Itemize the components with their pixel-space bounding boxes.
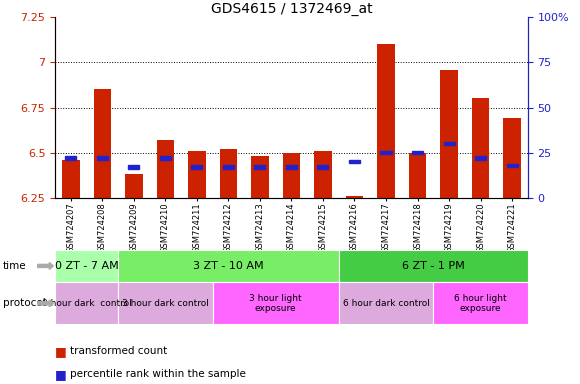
Bar <box>191 166 202 169</box>
Text: 3 ZT - 10 AM: 3 ZT - 10 AM <box>193 261 264 271</box>
Bar <box>188 151 205 198</box>
Bar <box>346 196 363 198</box>
Bar <box>66 156 77 160</box>
Text: 0 ZT - 7 AM: 0 ZT - 7 AM <box>55 261 118 271</box>
Bar <box>220 149 237 198</box>
Bar <box>440 70 458 198</box>
Bar <box>506 164 517 167</box>
Bar <box>283 153 300 198</box>
Bar <box>349 160 360 163</box>
Bar <box>475 156 486 160</box>
Bar <box>412 151 423 154</box>
Title: GDS4615 / 1372469_at: GDS4615 / 1372469_at <box>211 2 372 16</box>
Text: 0 hour dark  control: 0 hour dark control <box>42 299 132 308</box>
Bar <box>97 156 108 160</box>
Bar <box>503 118 521 198</box>
Bar <box>160 156 171 160</box>
Text: 3 hour light
exposure: 3 hour light exposure <box>249 294 302 313</box>
Bar <box>94 89 111 198</box>
Bar <box>444 142 455 145</box>
Text: transformed count: transformed count <box>70 346 167 356</box>
Bar <box>286 166 297 169</box>
Bar <box>128 166 139 169</box>
Bar <box>223 166 234 169</box>
Bar <box>378 45 394 198</box>
Text: 6 hour dark control: 6 hour dark control <box>343 299 429 308</box>
Bar <box>125 174 143 198</box>
Bar <box>314 151 332 198</box>
Text: time: time <box>3 261 27 271</box>
Bar <box>62 160 79 198</box>
Bar <box>409 153 426 198</box>
Bar <box>380 151 392 154</box>
Text: percentile rank within the sample: percentile rank within the sample <box>70 369 245 379</box>
Text: 6 ZT - 1 PM: 6 ZT - 1 PM <box>402 261 465 271</box>
Bar <box>255 166 266 169</box>
Bar <box>157 140 174 198</box>
Bar <box>317 166 328 169</box>
Text: 6 hour light
exposure: 6 hour light exposure <box>454 294 507 313</box>
Text: ■: ■ <box>55 368 67 381</box>
Bar <box>251 156 269 198</box>
Text: 3 hour dark control: 3 hour dark control <box>122 299 209 308</box>
Text: protocol: protocol <box>3 298 46 308</box>
Bar <box>472 99 489 198</box>
Text: ■: ■ <box>55 345 67 358</box>
